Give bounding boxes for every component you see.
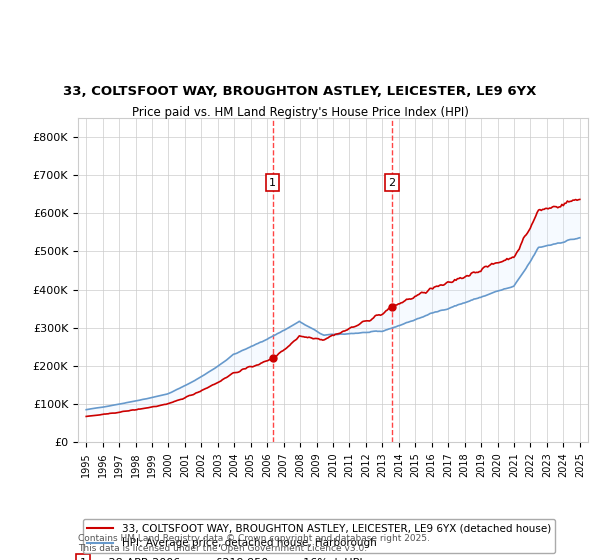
Legend: 33, COLTSFOOT WAY, BROUGHTON ASTLEY, LEICESTER, LE9 6YX (detached house), HPI: A: 33, COLTSFOOT WAY, BROUGHTON ASTLEY, LEI…	[83, 519, 555, 553]
Text: 2: 2	[388, 178, 395, 188]
Text: 1: 1	[269, 178, 276, 188]
Text: Price paid vs. HM Land Registry's House Price Index (HPI): Price paid vs. HM Land Registry's House …	[131, 106, 469, 119]
Text: 1: 1	[80, 558, 86, 560]
Text: 28-APR-2006          £219,950          16% ↓ HPI: 28-APR-2006 £219,950 16% ↓ HPI	[98, 558, 363, 560]
Text: 33, COLTSFOOT WAY, BROUGHTON ASTLEY, LEICESTER, LE9 6YX: 33, COLTSFOOT WAY, BROUGHTON ASTLEY, LEI…	[64, 85, 536, 98]
Text: Contains HM Land Registry data © Crown copyright and database right 2025.
This d: Contains HM Land Registry data © Crown c…	[78, 534, 430, 553]
